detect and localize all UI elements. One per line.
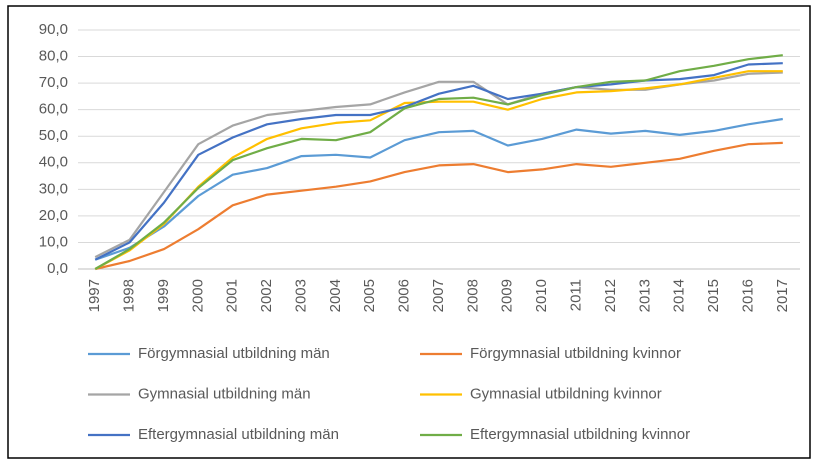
series-line bbox=[94, 62, 783, 261]
x-tick-label: 2015 bbox=[705, 279, 722, 312]
y-tick-label: 70,0 bbox=[39, 74, 68, 91]
y-tick-label: 0,0 bbox=[47, 260, 68, 277]
y-tick-label: 30,0 bbox=[39, 180, 68, 197]
x-tick-label: 2006 bbox=[396, 279, 413, 312]
x-tick-label: 2002 bbox=[258, 279, 275, 312]
x-tick-label: 2017 bbox=[774, 279, 791, 312]
x-tick-label: 2011 bbox=[567, 279, 584, 311]
y-tick-label: 80,0 bbox=[39, 48, 68, 65]
y-tick-label: 50,0 bbox=[39, 127, 68, 144]
x-tick-label: 2003 bbox=[292, 279, 309, 312]
x-tick-label: 2009 bbox=[499, 279, 516, 312]
series-line bbox=[94, 54, 783, 270]
x-tick-label: 2001 bbox=[224, 279, 241, 312]
legend-label: Förgymnasial utbildning män bbox=[138, 345, 330, 362]
x-tick-label: 1997 bbox=[86, 279, 103, 312]
x-tick-label: 2000 bbox=[189, 279, 206, 312]
series-line bbox=[94, 117, 783, 261]
x-tick-label: 2016 bbox=[739, 279, 756, 312]
legend-label: Eftergymnasial utbildning män bbox=[138, 426, 339, 443]
y-tick-label: 60,0 bbox=[39, 101, 68, 118]
x-tick-label: 2010 bbox=[533, 279, 550, 312]
x-tick-label: 2012 bbox=[602, 279, 619, 312]
y-tick-label: 20,0 bbox=[39, 207, 68, 224]
legend-label: Förgymnasial utbildning kvinnor bbox=[470, 345, 681, 362]
y-tick-label: 10,0 bbox=[39, 233, 68, 250]
chart-frame bbox=[7, 5, 811, 459]
legend-label: Gymnasial utbildning män bbox=[138, 385, 311, 402]
x-tick-label: 1998 bbox=[121, 279, 138, 312]
x-tick-label: 2005 bbox=[361, 279, 378, 312]
x-tick-label: 1999 bbox=[155, 279, 172, 312]
series-line bbox=[94, 141, 783, 271]
x-tick-label: 2013 bbox=[636, 279, 653, 312]
x-tick-label: 2004 bbox=[327, 279, 344, 312]
y-tick-label: 40,0 bbox=[39, 154, 68, 171]
x-tick-label: 2014 bbox=[671, 279, 688, 312]
y-tick-label: 90,0 bbox=[39, 21, 68, 38]
x-tick-label: 2008 bbox=[464, 279, 481, 312]
x-tick-label: 2007 bbox=[430, 279, 447, 312]
legend-label: Gymnasial utbildning kvinnor bbox=[470, 385, 662, 402]
series-line bbox=[94, 70, 783, 270]
legend-label: Eftergymnasial utbildning kvinnor bbox=[470, 426, 690, 443]
